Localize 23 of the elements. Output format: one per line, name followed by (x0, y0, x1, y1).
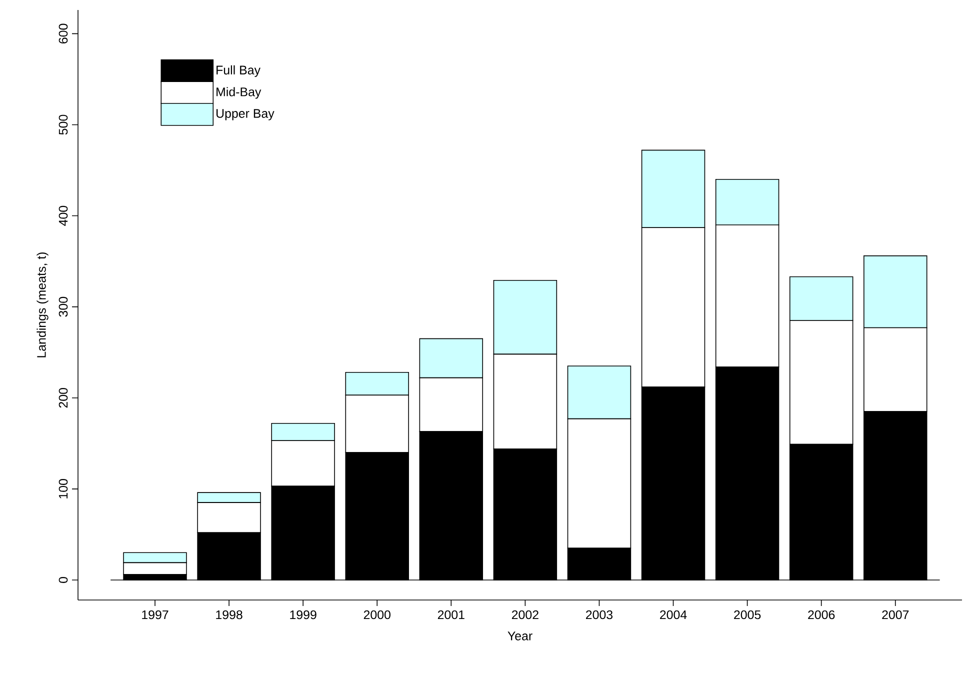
legend-label: Full Bay (216, 65, 260, 77)
x-tick-label: 2005 (734, 610, 761, 620)
x-tick-label: 2004 (660, 610, 687, 620)
legend-label: Mid-Bay (216, 87, 262, 99)
y-tick-label: 400 (58, 206, 68, 226)
x-axis-title: Year (508, 632, 532, 640)
y-tick-label: 200 (58, 388, 68, 408)
x-tick-label: 1997 (142, 610, 168, 620)
x-tick-label: 2006 (808, 610, 835, 620)
x-tick-label: 1998 (216, 610, 242, 620)
y-tick-label: 0 (58, 576, 68, 583)
y-axis-title: Landings (meats, t) (36, 252, 48, 358)
x-tick-label: 2001 (438, 610, 464, 620)
x-tick-label: 1999 (290, 610, 316, 620)
x-tick-label: 2002 (512, 610, 538, 620)
y-tick-label: 500 (58, 114, 68, 135)
x-tick-label: 2007 (882, 610, 909, 620)
x-tick-label: 2000 (364, 610, 390, 620)
y-tick-label: 300 (58, 296, 68, 317)
x-tick-label: 2003 (586, 610, 613, 620)
y-tick-label: 100 (58, 479, 68, 498)
y-tick-label: 600 (58, 24, 68, 44)
legend-label: Upper Bay (216, 109, 274, 120)
